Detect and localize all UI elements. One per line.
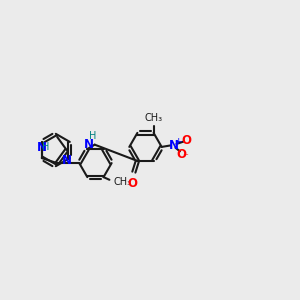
Text: H: H	[42, 142, 49, 152]
Text: O: O	[176, 148, 186, 161]
Text: O: O	[182, 134, 191, 147]
Text: N: N	[169, 139, 179, 152]
Text: O: O	[128, 176, 137, 190]
Text: N: N	[37, 141, 46, 154]
Text: ⁻: ⁻	[183, 152, 188, 162]
Text: CH₃: CH₃	[145, 112, 163, 123]
Text: H: H	[89, 130, 96, 140]
Text: +: +	[174, 137, 182, 146]
Text: CH₃: CH₃	[113, 177, 131, 187]
Text: N: N	[84, 138, 94, 151]
Text: N: N	[62, 154, 72, 167]
